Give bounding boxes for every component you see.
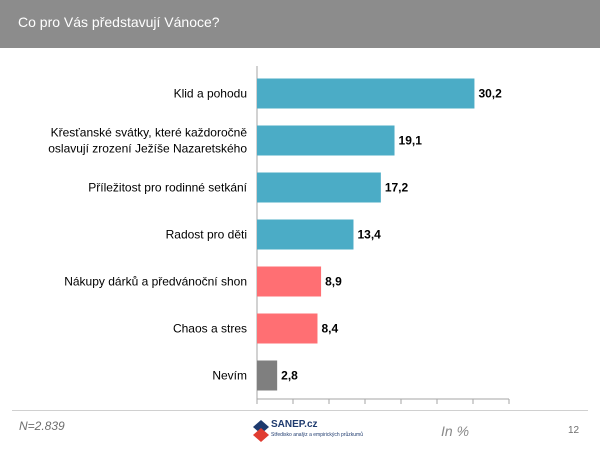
header-bar: Co pro Vás představují Vánoce? bbox=[0, 0, 600, 48]
sample-size-note: N=2.839 bbox=[19, 419, 65, 433]
category-label: Křesťanské svátky, které každoročně bbox=[51, 126, 248, 140]
category-label: Příležitost pro rodinné setkání bbox=[88, 181, 247, 195]
bar bbox=[257, 172, 381, 203]
value-label: 2,8 bbox=[281, 369, 298, 383]
value-label: 13,4 bbox=[357, 228, 381, 242]
value-label: 19,1 bbox=[399, 134, 423, 148]
category-label: Nákupy dárků a předvánoční shon bbox=[64, 275, 247, 289]
bar bbox=[257, 313, 318, 344]
value-label: 8,9 bbox=[325, 275, 342, 289]
category-label: Chaos a stres bbox=[173, 322, 247, 336]
category-label: Nevím bbox=[212, 369, 247, 383]
footer-divider bbox=[12, 410, 588, 411]
page-number: 12 bbox=[568, 425, 580, 436]
value-label: 8,4 bbox=[321, 322, 338, 336]
sanep-logo-icon bbox=[253, 420, 269, 442]
logo-subtext: Středisko analýz a empirických průzkumů bbox=[271, 432, 363, 438]
value-label: 17,2 bbox=[385, 181, 409, 195]
category-label: Radost pro děti bbox=[166, 228, 247, 242]
logo-text: SANEP.cz bbox=[271, 419, 318, 430]
bar bbox=[257, 266, 322, 297]
sanep-logo: SANEP.cz Středisko analýz a empirických … bbox=[253, 418, 363, 444]
unit-note: In % bbox=[441, 423, 470, 439]
page-title: Co pro Vás představují Vánoce? bbox=[18, 14, 220, 30]
bar bbox=[257, 219, 354, 250]
category-label: Klid a pohodu bbox=[174, 87, 247, 101]
bar bbox=[257, 78, 475, 109]
bar bbox=[257, 360, 278, 391]
value-label: 30,2 bbox=[478, 87, 502, 101]
bar bbox=[257, 125, 395, 156]
bar-chart: 30,2 Klid a pohodu 19,1 Křesťanské svátky, … bbox=[48, 66, 510, 404]
category-label: oslavují zrození Ježíše Nazaretského bbox=[48, 142, 247, 156]
